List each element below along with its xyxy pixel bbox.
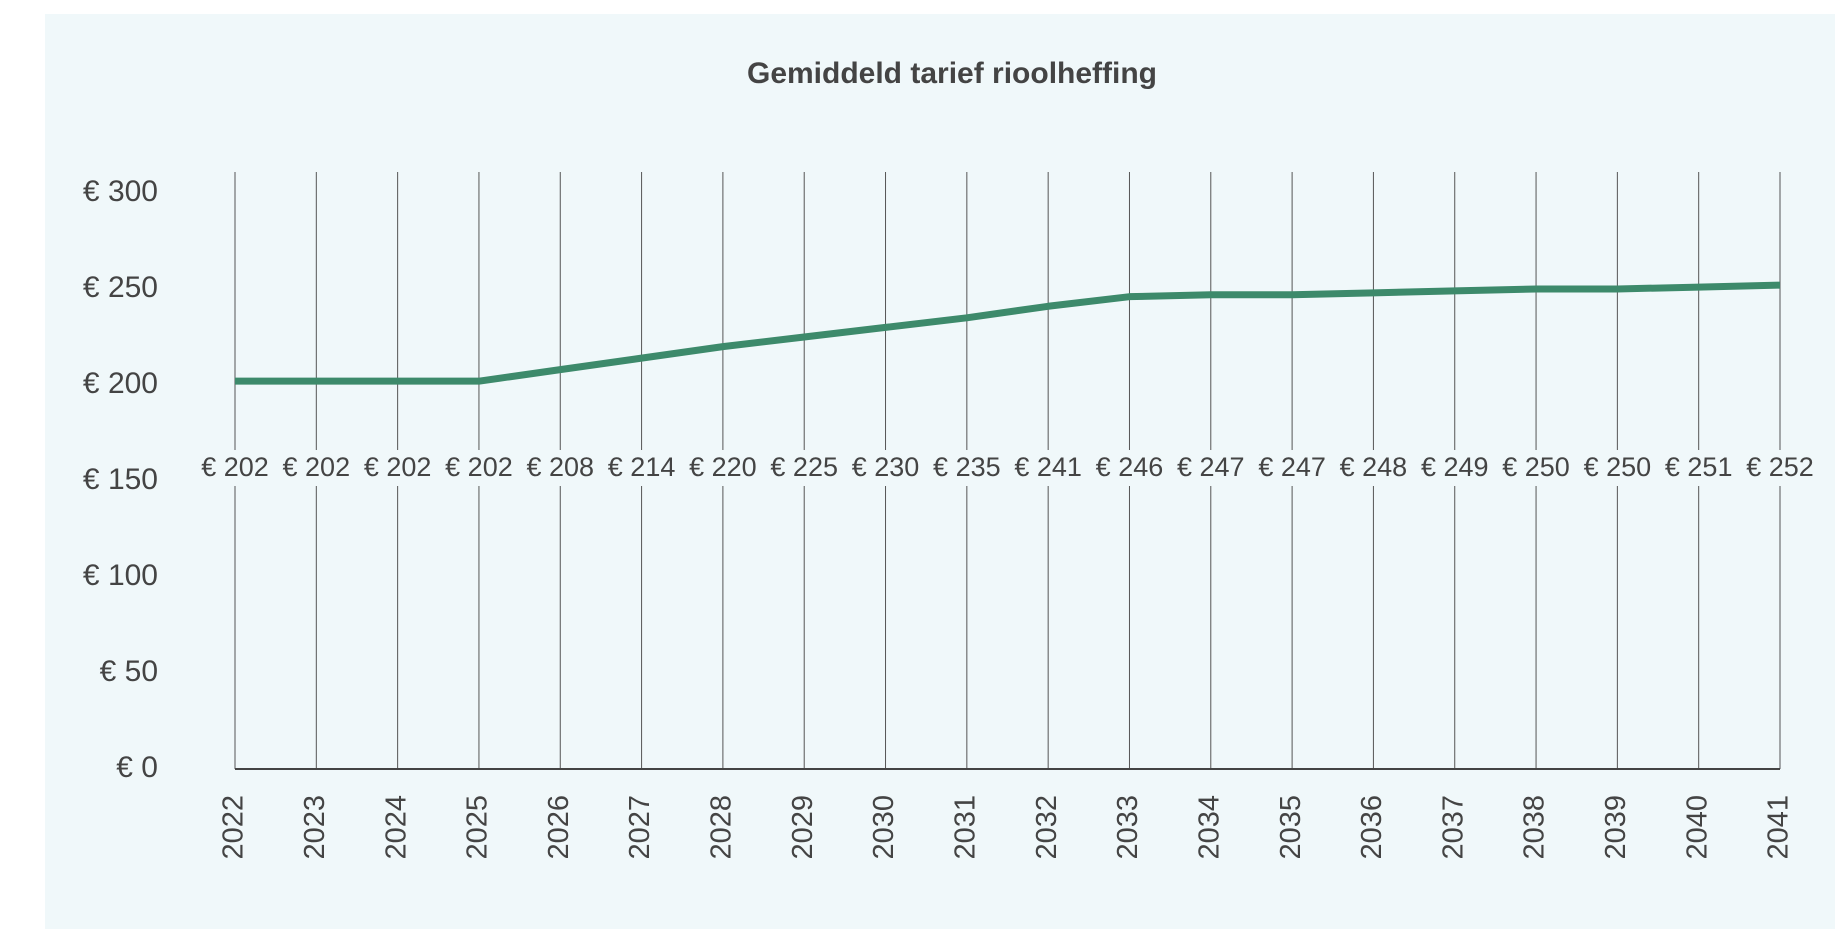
value-label: € 220 <box>689 452 757 482</box>
chart-title: Gemiddeld tarief rioolheffing <box>747 57 1157 90</box>
x-tick-label: 2041 <box>1763 795 1795 860</box>
y-tick-label: € 0 <box>116 751 158 784</box>
value-label-background <box>1010 450 1087 486</box>
x-tick-label: 2023 <box>299 795 331 860</box>
value-label-background <box>847 450 924 486</box>
value-label: € 250 <box>1584 452 1652 482</box>
y-tick-label: € 300 <box>83 175 158 208</box>
value-label-background <box>197 450 273 486</box>
x-tick-label: 2025 <box>462 795 494 860</box>
value-label-background <box>1742 450 1818 486</box>
value-label-background <box>522 450 599 486</box>
value-label-background <box>928 450 1005 486</box>
x-tick-label: 2036 <box>1356 795 1388 860</box>
value-label: € 208 <box>526 452 594 482</box>
value-label: € 247 <box>1177 452 1245 482</box>
y-tick-label: € 150 <box>83 463 158 496</box>
value-label: € 252 <box>1746 452 1814 482</box>
value-label: € 247 <box>1258 452 1326 482</box>
x-tick-label: 2024 <box>380 795 412 860</box>
data-line <box>235 281 1781 385</box>
value-label-background <box>1091 450 1168 486</box>
value-label-background <box>440 450 517 486</box>
value-label: € 225 <box>770 452 838 482</box>
x-tick-label: 2040 <box>1681 795 1713 860</box>
x-tick-label: 2034 <box>1193 795 1225 860</box>
value-label: € 230 <box>852 452 920 482</box>
y-tick-label: € 200 <box>83 367 158 400</box>
value-label: € 202 <box>283 452 351 482</box>
value-label-background <box>1579 450 1656 486</box>
value-label-background <box>1335 450 1412 486</box>
value-label-background <box>766 450 843 486</box>
value-label: € 214 <box>608 452 676 482</box>
value-label: € 250 <box>1502 452 1570 482</box>
x-tick-label: 2026 <box>543 795 575 860</box>
x-tick-label: 2030 <box>868 795 900 860</box>
value-label-background <box>1172 450 1249 486</box>
value-label: € 235 <box>933 452 1001 482</box>
value-label: € 202 <box>445 452 513 482</box>
y-tick-label: € 100 <box>83 559 158 592</box>
value-label-background <box>1660 450 1737 486</box>
value-label-background <box>1416 450 1493 486</box>
value-label-background <box>278 450 355 486</box>
value-label: € 249 <box>1421 452 1489 482</box>
x-tick-label: 2032 <box>1031 795 1063 860</box>
value-label-background <box>603 450 680 486</box>
x-tick-label: 2029 <box>787 795 819 860</box>
x-tick-label: 2022 <box>218 795 250 860</box>
x-tick-label: 2031 <box>949 795 981 860</box>
value-label-background <box>684 450 761 486</box>
value-label: € 251 <box>1665 452 1733 482</box>
x-tick-label: 2035 <box>1275 795 1307 860</box>
x-tick-label: 2027 <box>624 795 656 860</box>
value-label-background <box>1498 450 1575 486</box>
value-label: € 248 <box>1340 452 1408 482</box>
value-label-background <box>1254 450 1331 486</box>
x-tick-label: 2038 <box>1519 795 1551 860</box>
y-tick-label: € 50 <box>100 655 158 688</box>
value-label-background <box>359 450 436 486</box>
x-tick-label: 2028 <box>706 795 738 860</box>
value-label: € 202 <box>201 452 269 482</box>
value-label: € 241 <box>1014 452 1082 482</box>
x-tick-label: 2039 <box>1600 795 1632 860</box>
x-tick-label: 2037 <box>1437 795 1469 860</box>
value-label: € 202 <box>364 452 432 482</box>
value-label: € 246 <box>1096 452 1164 482</box>
x-tick-label: 2033 <box>1112 795 1144 860</box>
y-tick-label: € 250 <box>83 271 158 304</box>
